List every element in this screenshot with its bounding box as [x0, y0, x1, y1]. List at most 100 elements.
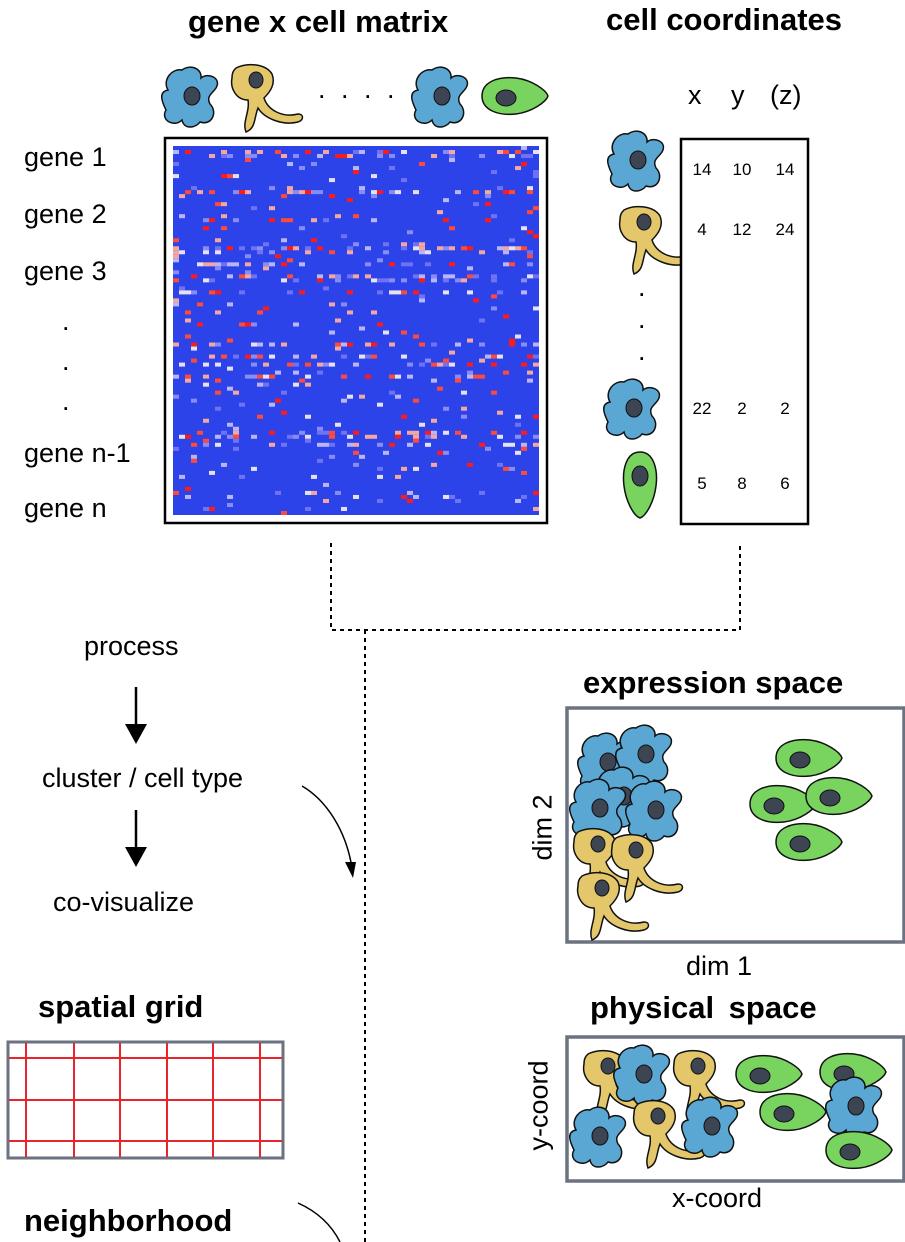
heatmap-cell: [335, 318, 341, 323]
heatmap-cell: [317, 154, 323, 159]
heatmap-cell: [503, 262, 509, 267]
heatmap-cell: [275, 150, 281, 155]
heatmap-cell: [239, 474, 245, 479]
heatmap-cell: [509, 238, 515, 243]
heatmap-cell: [299, 290, 305, 295]
heatmap-cell: [473, 374, 479, 379]
heatmap-cell: [533, 442, 539, 447]
heatmap-cell: [329, 250, 335, 255]
heatmap-cell: [407, 498, 413, 503]
heatmap-cell: [173, 302, 179, 307]
heatmap-cell: [281, 510, 287, 515]
heatmap-cell: [461, 390, 467, 395]
heatmap-cell: [287, 258, 293, 263]
heatmap-cell: [221, 354, 227, 359]
coordinates-title: cell coordinates: [606, 2, 843, 37]
heatmap-cell: [179, 474, 185, 479]
heatmap-cell: [329, 302, 335, 307]
heatmap-cell: [185, 374, 191, 379]
heatmap-cell: [215, 362, 221, 367]
heatmap-cell: [281, 278, 287, 283]
coord-header-y: y: [731, 80, 745, 110]
heatmap-cell: [251, 466, 257, 471]
heatmap-cell: [185, 290, 191, 295]
heatmap-cell: [425, 250, 431, 255]
heatmap-cell: [527, 154, 533, 159]
heatmap-cell: [293, 362, 299, 367]
heatmap-cell: [359, 190, 365, 195]
heatmap-cell: [335, 274, 341, 279]
heatmap-cell: [425, 434, 431, 439]
heatmap-cell: [191, 358, 197, 363]
heatmap-cell: [473, 190, 479, 195]
heatmap-cell: [401, 494, 407, 499]
heatmap-cell: [455, 342, 461, 347]
coord-vdot-1: .: [638, 272, 646, 302]
heatmap-cell: [527, 186, 533, 191]
heatmap-cell: [281, 262, 287, 267]
heatmap-cell: [311, 490, 317, 495]
heatmap-cell: [401, 414, 407, 419]
heatmap-cell: [185, 486, 191, 491]
physical-space-ylabel: y-coord: [523, 1060, 554, 1151]
coord-cell: 2: [737, 399, 747, 418]
heatmap-cell: [173, 278, 179, 283]
heatmap-cell: [443, 430, 449, 435]
heatmap-cell: [329, 434, 335, 439]
heatmap-cell: [503, 150, 509, 155]
heatmap-cell: [503, 190, 509, 195]
heatmap-cell: [395, 434, 401, 439]
heatmap-cell: [251, 246, 257, 251]
heatmap-cell: [485, 218, 491, 223]
heatmap-cell: [377, 190, 383, 195]
heatmap-cell: [509, 246, 515, 251]
heatmap-cell: [509, 154, 515, 159]
heatmap-cell: [371, 190, 377, 195]
heatmap-cell: [317, 370, 323, 375]
heatmap-cell: [233, 434, 239, 439]
heatmap-cell: [437, 246, 443, 251]
coord-header-z: (z): [770, 80, 802, 110]
heatmap-cell: [527, 190, 533, 195]
heatmap-cell: [173, 174, 179, 179]
heatmap-cell: [263, 374, 269, 379]
heatmap-cell: [485, 202, 491, 207]
heatmap-cell: [209, 154, 215, 159]
heatmap-cell: [329, 442, 335, 447]
coord-header-x: x: [688, 80, 702, 110]
heatmap-cell: [299, 378, 305, 383]
heatmap-cell: [281, 238, 287, 243]
heatmap-cell: [215, 406, 221, 411]
heatmap-cell: [491, 274, 497, 279]
heatmap-cell: [227, 154, 233, 159]
heatmap-cell: [407, 374, 413, 379]
heatmap-cell: [455, 378, 461, 383]
heatmap-cell: [491, 294, 497, 299]
heatmap-cell: [467, 370, 473, 375]
heatmap-cell: [233, 438, 239, 443]
heatmap-cell: [419, 278, 425, 283]
heatmap-cell: [281, 442, 287, 447]
heatmap-cell: [533, 342, 539, 347]
heatmap-cell: [371, 310, 377, 315]
heatmap-cell: [491, 430, 497, 435]
curved-arrow-head: [345, 862, 356, 878]
heatmap-cell: [359, 150, 365, 155]
heatmap-cell: [425, 262, 431, 267]
heatmap-cell: [479, 490, 485, 495]
heatmap-cell: [287, 190, 293, 195]
heatmap-cell: [341, 374, 347, 379]
heatmap-cell: [383, 278, 389, 283]
heatmap-cell: [215, 442, 221, 447]
heatmap-cell: [473, 202, 479, 207]
heatmap-cell: [179, 286, 185, 291]
heatmap-cell: [323, 362, 329, 367]
heatmap-cell: [389, 166, 395, 171]
heatmap-cell: [533, 506, 539, 511]
heatmap-cell: [347, 246, 353, 251]
heatmap-cell: [479, 358, 485, 363]
heatmap-cell: [371, 342, 377, 347]
heatmap-cell: [389, 374, 395, 379]
heatmap-cell: [347, 250, 353, 255]
heatmap-cell: [173, 342, 179, 347]
